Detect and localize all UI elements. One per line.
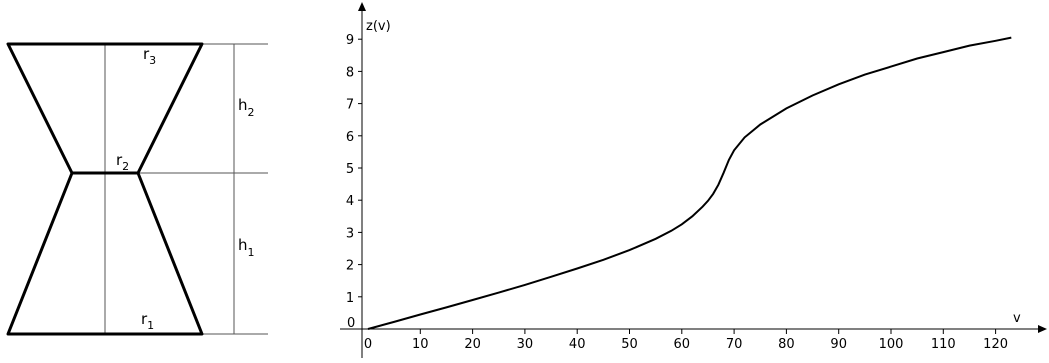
x-tick-label: 30: [517, 337, 534, 352]
x-axis-arrow: [1038, 325, 1047, 333]
y-tick-label: 4: [346, 194, 354, 209]
x-tick-label: 90: [830, 337, 847, 352]
x-tick-label: 80: [778, 337, 795, 352]
x-axis-label: v: [1013, 311, 1021, 326]
x-tick-label: 60: [674, 337, 691, 352]
label-r2: r2: [116, 151, 129, 173]
y-axis-arrow: [358, 2, 366, 11]
x-tick-label: 20: [464, 337, 481, 352]
x-tick-label: 110: [931, 337, 956, 352]
x-tick-label: 40: [569, 337, 586, 352]
x-tick-label: 50: [621, 337, 638, 352]
x-tick-label: 100: [879, 337, 904, 352]
x-tick-label: 70: [726, 337, 743, 352]
zv-curve: [367, 36, 1012, 330]
y-tick-label: 5: [346, 162, 354, 177]
y-tick-label: 8: [346, 65, 354, 80]
hourglass-diagram: r3 r2 r1 h2 h1: [6, 42, 268, 336]
x-tick-label: 120: [983, 337, 1008, 352]
y-tick-label: 6: [346, 130, 354, 145]
y-tick-label: 9: [346, 33, 354, 48]
label-r1: r1: [141, 310, 154, 332]
y-tick-label: 2: [346, 259, 354, 274]
y-ticks: 1 2 3 4 5 6 7 8 9: [346, 33, 362, 306]
x-tick-label: 10: [412, 337, 429, 352]
y-axis-label: z(v): [366, 19, 391, 34]
zv-chart: z(v) v 0 0 10 20 30 40 50 60 70 80 90 100 110 120 1 2…: [340, 2, 1047, 358]
label-h2: h2: [238, 96, 255, 119]
label-h1: h1: [238, 236, 255, 259]
y-tick-label: 7: [346, 98, 354, 113]
y-tick-label: 3: [346, 226, 354, 241]
label-r3: r3: [143, 45, 156, 67]
y-tick-label: 1: [346, 291, 354, 306]
origin-label: 0: [347, 316, 355, 331]
x-tick-label: 0: [364, 337, 372, 352]
x-ticks: 0 10 20 30 40 50 60 70 80 90 100 110 120: [364, 329, 1008, 352]
